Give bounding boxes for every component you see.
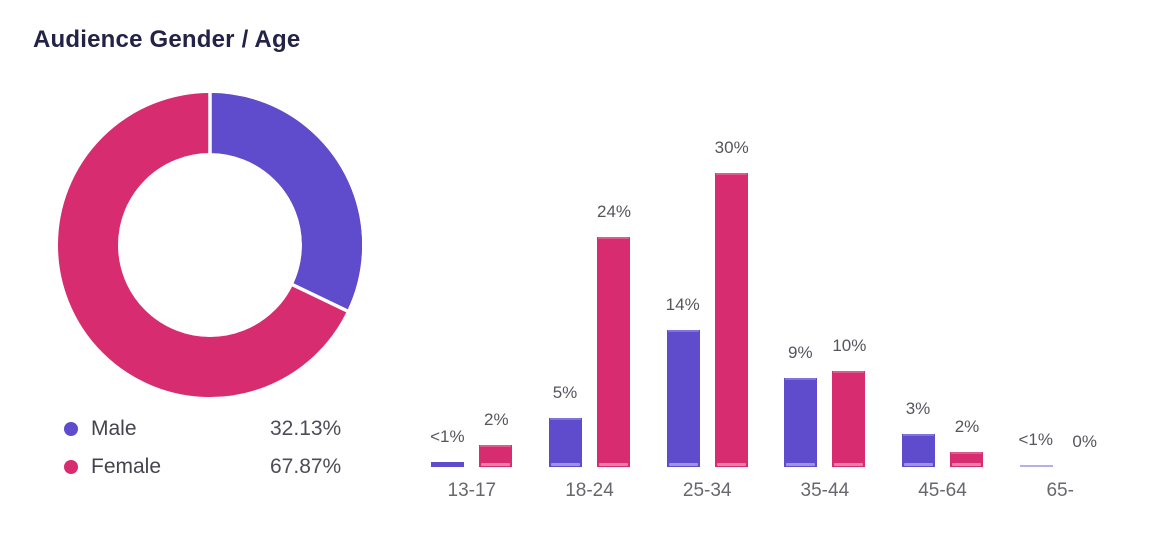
- bar-female-18-24: [597, 236, 630, 467]
- category-label: 25-34: [682, 480, 732, 501]
- donut-svg: [58, 93, 362, 397]
- bar-value-label: 3%: [905, 398, 931, 418]
- bar-group-13-17: <1% 2% 13-17: [413, 0, 531, 501]
- bar-value-label: 9%: [788, 342, 813, 362]
- legend-value: 67.87%: [270, 455, 342, 478]
- page-title: Audience Gender / Age: [33, 26, 301, 53]
- bar-group-25-34: 14% 30% 25-34: [648, 0, 766, 501]
- legend-label: Female: [91, 455, 162, 478]
- legend-label: Male: [91, 417, 137, 440]
- category-label: 65-: [1046, 480, 1074, 501]
- bar-value-label: 0%: [1072, 432, 1097, 451]
- bar-group-35-44: 9% 10% 35-44: [766, 0, 884, 501]
- bar-female-45-64: [950, 452, 984, 467]
- bar-male-35-44: [784, 377, 818, 467]
- bar-value-label: 10%: [832, 335, 867, 355]
- bar-value-label: <1%: [1018, 430, 1053, 450]
- legend-value: 32.13%: [270, 417, 342, 440]
- bar-value-label: 24%: [596, 201, 632, 221]
- legend-item-male: Male 32.13%: [64, 410, 364, 448]
- category-label: 35-44: [800, 480, 850, 501]
- bar-male-18-24: [549, 418, 582, 467]
- category-label: 18-24: [565, 480, 614, 501]
- bar-male-25-34: [666, 329, 700, 467]
- bar-value-label: 5%: [552, 383, 578, 402]
- bar-chart: <1% 2% 13-17 5% 24% 18-24 14% 30% 25-34 9% 10% 35-4…: [413, 0, 1119, 501]
- bar-value-label: 2%: [954, 417, 980, 437]
- category-label: 13-17: [447, 480, 497, 501]
- bar-female-35-44: [832, 370, 866, 467]
- bar-group-65-: <1% 0% 65-: [1001, 0, 1119, 501]
- bar-group-45-64: 3% 2% 45-64: [884, 0, 1002, 501]
- bar-male-45-64: [902, 433, 936, 467]
- bar-male-13-17: [431, 462, 465, 467]
- legend-item-female: Female 67.87%: [64, 448, 364, 486]
- donut-chart: [58, 93, 362, 397]
- bar-value-label: 2%: [484, 410, 509, 430]
- bar-female-25-34: [714, 173, 748, 467]
- female-color-dot: [64, 460, 78, 474]
- bar-value-label: 14%: [665, 294, 700, 314]
- bar-value-label: 30%: [714, 138, 749, 157]
- male-color-dot: [64, 422, 78, 436]
- bar-female-13-17: [479, 445, 513, 467]
- bar-value-label: <1%: [430, 427, 465, 447]
- donut-legend: Male 32.13% Female 67.87%: [64, 410, 364, 486]
- category-label: 45-64: [918, 480, 967, 501]
- bar-male-65-: [1019, 465, 1053, 467]
- bar-group-18-24: 5% 24% 18-24: [531, 0, 649, 501]
- donut-gap-line: [209, 243, 348, 313]
